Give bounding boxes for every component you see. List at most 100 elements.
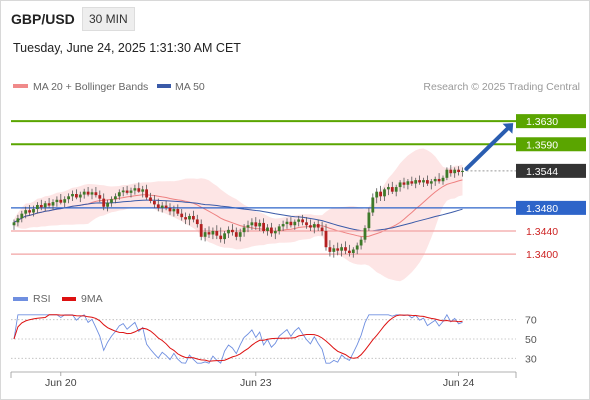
candle: [215, 225, 219, 240]
candle-body: [176, 209, 180, 214]
candle: [227, 226, 230, 238]
candle-body: [301, 219, 304, 223]
candle: [110, 196, 113, 207]
timeframe-badge[interactable]: 30 MIN: [82, 7, 135, 31]
candle: [153, 195, 156, 208]
candle: [398, 180, 402, 192]
candle-body: [309, 225, 312, 228]
candle: [28, 204, 31, 216]
candle-body: [43, 203, 47, 208]
candle-body: [398, 182, 402, 188]
candle: [355, 242, 359, 255]
candle-body: [59, 199, 63, 203]
candle-body: [160, 205, 164, 208]
candle: [172, 205, 176, 217]
legend-rsi-swatch: [13, 297, 28, 301]
candle: [59, 194, 63, 205]
candle-body: [121, 190, 125, 193]
candle-body: [125, 190, 129, 193]
candle-body: [379, 191, 382, 197]
candle: [281, 220, 285, 232]
candle-body: [254, 222, 258, 227]
legend-rsi-label: RSI: [33, 293, 51, 305]
rsi-panel: 70 50 30: [11, 313, 537, 365]
candle: [133, 184, 137, 195]
candle-body: [289, 221, 293, 226]
candle: [332, 244, 336, 258]
candle: [164, 200, 168, 211]
candle: [55, 196, 59, 207]
candle-body: [367, 212, 371, 229]
candle-body: [211, 231, 215, 235]
candle: [24, 206, 28, 219]
candle: [180, 209, 184, 221]
candle-body: [86, 191, 90, 195]
candle: [242, 224, 246, 237]
candle-body: [16, 218, 20, 223]
candle: [129, 187, 133, 198]
candle-body: [156, 204, 160, 208]
candle: [12, 219, 16, 230]
target-arrow: [464, 123, 514, 171]
candle: [348, 244, 351, 257]
credit-label: Research © 2025 Trading Central: [423, 81, 580, 93]
candle-body: [266, 227, 269, 232]
candle: [75, 189, 78, 200]
candle: [78, 191, 82, 203]
candle-body: [316, 224, 320, 228]
candle: [211, 227, 215, 240]
candle: [461, 167, 464, 177]
candle-body: [336, 248, 340, 251]
candle: [285, 218, 289, 229]
candle: [47, 198, 51, 208]
candle: [289, 217, 293, 228]
candle-body: [78, 194, 82, 198]
datetime-label: Tuesday, June 24, 2025 1:31:30 AM CET: [13, 41, 241, 55]
rsi-ma-line: [13, 314, 463, 362]
candle: [219, 227, 223, 243]
candle: [422, 177, 425, 188]
candle-body: [387, 187, 390, 190]
candle: [437, 173, 441, 184]
candle-body: [355, 245, 359, 250]
candle-body: [348, 250, 351, 253]
candle-body: [75, 194, 78, 198]
level-box-1.3480: [516, 200, 586, 215]
level-label-1.3440: 1.3440: [526, 226, 558, 238]
candle-body: [429, 181, 433, 184]
candle: [36, 202, 39, 214]
candle: [141, 185, 145, 198]
candle: [254, 217, 258, 230]
candle-body: [258, 222, 262, 227]
candle: [390, 181, 394, 194]
legend-ma50-label: MA 50: [175, 81, 205, 93]
x-tick-label: Jun 23: [240, 377, 272, 389]
candle-body: [461, 170, 464, 173]
candle-body: [340, 247, 343, 251]
candle-body: [28, 210, 31, 213]
candle-body: [47, 203, 51, 206]
candle-body: [219, 235, 223, 240]
candle: [270, 222, 273, 237]
candle-body: [39, 204, 43, 208]
candle-body: [207, 232, 211, 235]
candle-body: [32, 209, 35, 213]
candle: [102, 193, 106, 211]
candle: [410, 176, 414, 186]
candle-body: [67, 196, 70, 200]
candle: [429, 178, 433, 190]
candle-body: [293, 221, 297, 226]
candle-body: [426, 180, 429, 184]
candle: [90, 188, 94, 200]
candle-body: [312, 224, 316, 228]
candle-body: [172, 209, 176, 212]
candle: [86, 187, 90, 197]
candle-body: [371, 197, 375, 213]
candle: [114, 193, 117, 204]
candle-body: [297, 219, 301, 222]
legend-9ma-swatch: [62, 297, 76, 301]
candle: [246, 220, 250, 233]
candle-body: [445, 169, 449, 178]
candle-body: [215, 231, 219, 236]
